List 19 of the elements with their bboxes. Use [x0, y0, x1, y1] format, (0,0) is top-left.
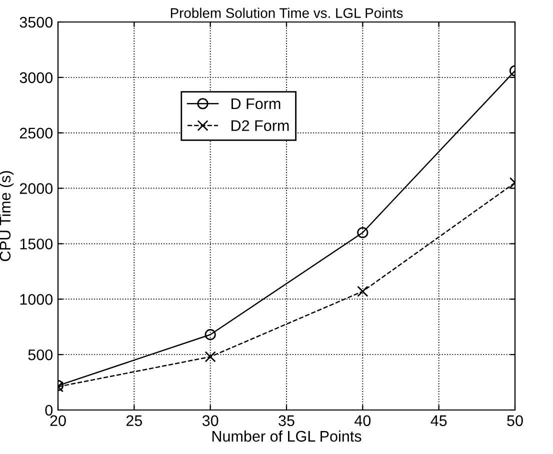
x-tick-label: 20: [50, 415, 66, 426]
y-tick-label: 1000: [20, 294, 53, 305]
x-tick-label: 25: [126, 415, 142, 426]
chart-title: Problem Solution Time vs. LGL Points: [170, 8, 403, 18]
y-tick-label: 2500: [20, 128, 53, 139]
x-tick-label: 30: [202, 415, 218, 426]
x-tick-label: 50: [507, 415, 523, 426]
legend-label: D2 Form: [232, 120, 289, 132]
y-tick-label: 500: [28, 349, 53, 360]
x-tick-label: 40: [354, 415, 371, 426]
y-tick-label: 3500: [20, 16, 53, 28]
y-tick-label: 3000: [20, 72, 53, 84]
x-tick-label: 45: [430, 415, 447, 426]
x-tick-label: 35: [278, 415, 294, 426]
x-axis-title: Number of LGL Points: [212, 430, 362, 442]
y-tick-label: 0: [45, 404, 53, 416]
y-tick-label: 2000: [20, 183, 53, 194]
y-tick-label: 1500: [20, 238, 53, 250]
legend-label: D Form: [232, 98, 280, 110]
